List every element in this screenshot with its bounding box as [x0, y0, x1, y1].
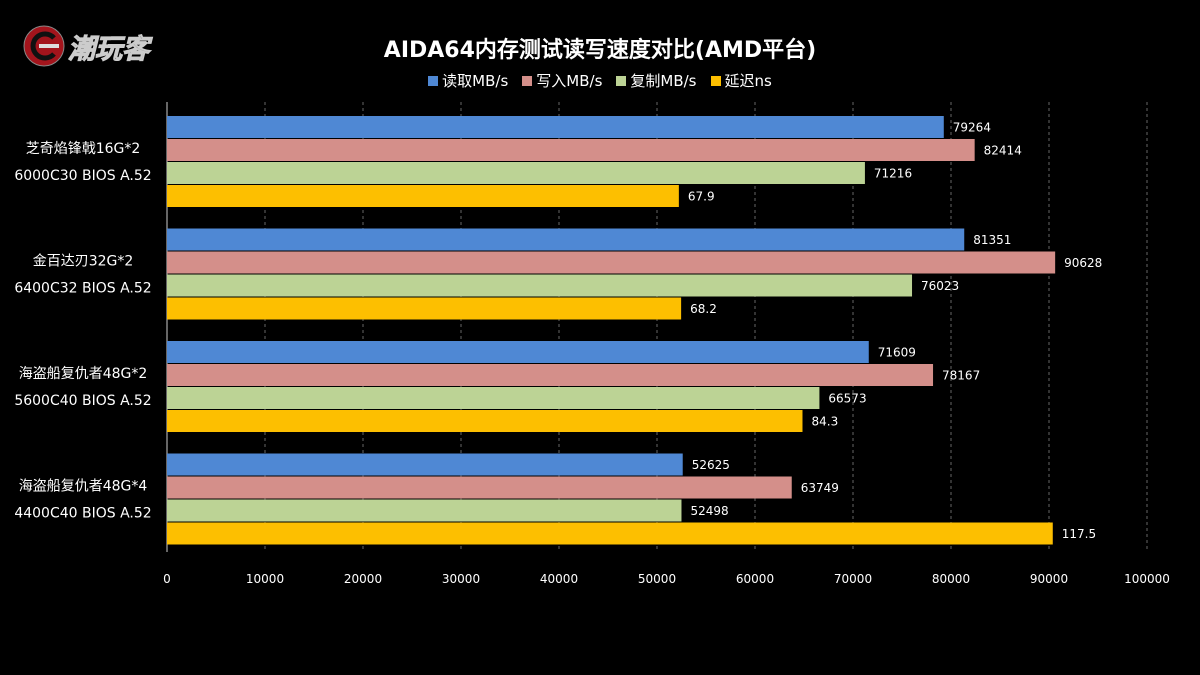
legend-label: 复制MB/s — [630, 72, 697, 90]
legend-swatch — [616, 75, 627, 86]
bar — [167, 364, 934, 386]
logo-text: 潮玩客 — [68, 33, 150, 65]
data-label: 52625 — [692, 458, 730, 472]
logo: 潮玩客 — [22, 24, 150, 68]
data-label: 63749 — [801, 481, 839, 495]
legend-swatch — [522, 75, 533, 86]
data-label: 90628 — [1064, 256, 1102, 270]
bar — [167, 139, 975, 161]
x-tick-label: 40000 — [540, 572, 578, 586]
data-label: 84.3 — [811, 415, 838, 429]
data-label: 68.2 — [690, 302, 717, 316]
legend-item: 读取MB/s — [428, 70, 508, 91]
bar — [167, 274, 913, 297]
legend-label: 写入MB/s — [536, 72, 603, 90]
legend: 读取MB/s 写入MB/s 复制MB/s 延迟ns — [0, 70, 1200, 91]
data-label: 79264 — [953, 121, 991, 135]
bar — [167, 522, 1053, 545]
bar — [167, 185, 679, 207]
data-label: 78167 — [942, 369, 980, 383]
x-tick-label: 80000 — [932, 572, 970, 586]
legend-label: 读取MB/s — [442, 72, 509, 90]
category-label: 6400C32 BIOS A.52 — [14, 281, 151, 297]
legend-item: 写入MB/s — [522, 70, 602, 91]
x-tick-label: 50000 — [638, 572, 676, 586]
bar — [167, 116, 944, 138]
data-label: 81351 — [973, 233, 1011, 247]
category-label: 金百达刃32G*2 — [33, 254, 134, 270]
logo-emblem-icon — [23, 25, 65, 67]
legend-label: 延迟ns — [724, 72, 772, 90]
category-label: 6000C30 BIOS A.52 — [14, 168, 151, 184]
bar — [167, 162, 865, 184]
legend-item: 复制MB/s — [616, 70, 697, 91]
category-label: 海盗船复仇者48G*4 — [19, 478, 148, 495]
data-label: 117.5 — [1062, 527, 1096, 541]
category-label: 海盗船复仇者48G*2 — [19, 365, 148, 382]
x-tick-label: 20000 — [344, 572, 382, 586]
data-label: 52498 — [690, 504, 728, 518]
legend-swatch — [710, 75, 721, 86]
category-label: 芝奇焰锋戟16G*2 — [26, 140, 141, 157]
chart-title: AIDA64内存测试读写速度对比(AMD平台) — [383, 38, 817, 63]
x-tick-label: 0 — [163, 572, 171, 586]
category-label: 4400C40 BIOS A.52 — [14, 506, 151, 522]
data-label: 66573 — [828, 392, 866, 406]
x-tick-label: 90000 — [1030, 572, 1068, 586]
x-tick-label: 10000 — [246, 572, 284, 586]
bar — [167, 453, 683, 476]
data-label: 82414 — [984, 144, 1022, 158]
bar — [167, 297, 682, 320]
legend-item: 延迟ns — [710, 70, 772, 91]
data-label: 67.9 — [688, 190, 715, 204]
data-label: 76023 — [921, 279, 959, 293]
x-tick-label: 30000 — [442, 572, 480, 586]
legend-swatch — [428, 75, 439, 86]
bar — [167, 499, 682, 522]
x-tick-label: 100000 — [1124, 572, 1170, 586]
bar — [167, 228, 965, 251]
data-label: 71609 — [878, 346, 916, 360]
bar — [167, 476, 792, 499]
bar — [167, 387, 820, 409]
x-tick-label: 60000 — [736, 572, 774, 586]
data-label: 71216 — [874, 167, 912, 181]
bar — [167, 251, 1056, 274]
bar — [167, 341, 869, 363]
x-tick-label: 70000 — [834, 572, 872, 586]
category-label: 5600C40 BIOS A.52 — [14, 393, 151, 409]
bar — [167, 410, 803, 432]
